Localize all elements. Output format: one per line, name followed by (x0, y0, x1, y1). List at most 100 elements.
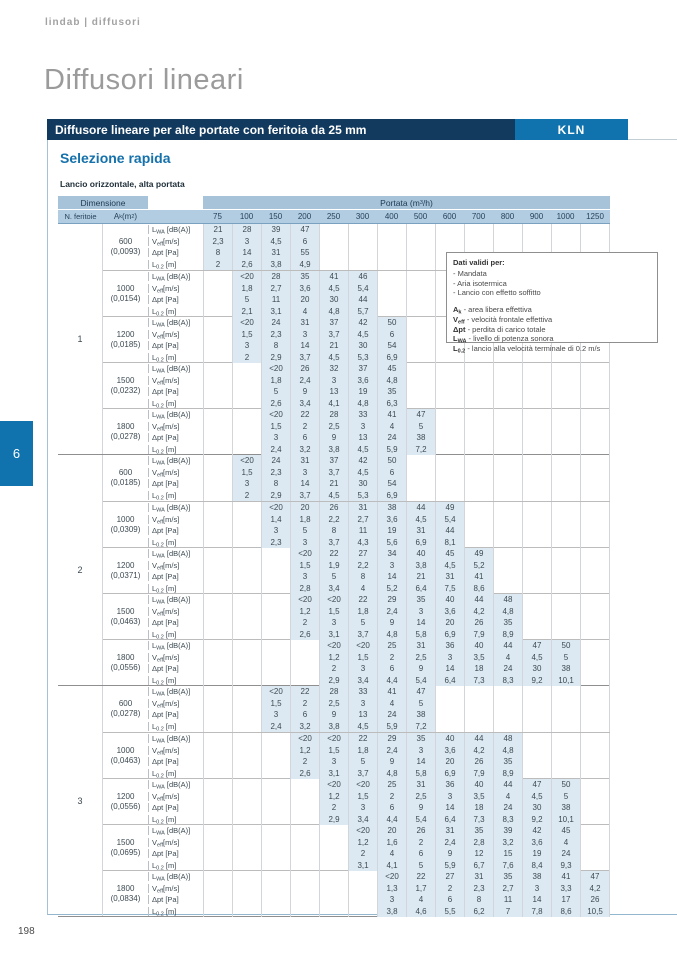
table-cell: 6 (290, 709, 319, 721)
table-cell: <20 (232, 271, 261, 283)
feritoie-group: 1 600 (0,0093) LWA [dB(A)] 21 28 39 47 Veff[m/s]… (58, 224, 610, 455)
table-cell (203, 305, 232, 317)
table-cell: 4 (406, 894, 435, 906)
table-cell: 14 (435, 802, 464, 814)
info-box-conditions: - Mandata - Aria isotermica - Lancio con e… (453, 269, 651, 298)
table-cell (464, 720, 493, 732)
table-cell: 6,9 (435, 628, 464, 640)
table-cell (203, 548, 232, 560)
table-cell: 4 (348, 582, 377, 594)
dimension-block: 1500 (0,0695) LWA [dB(A)] <20 20 26 31 35 39 42 45… (103, 824, 610, 871)
table-cell (464, 351, 493, 363)
table-cell (232, 720, 261, 732)
row-label: Veff[m/s] (148, 652, 203, 662)
dimension-cell: 1800 (0,0556) (103, 640, 148, 685)
table-cell: 22 (406, 871, 435, 883)
table-cell: 21 (406, 571, 435, 583)
table-cell (232, 397, 261, 409)
table-cell: 14 (406, 617, 435, 629)
table-cell (464, 709, 493, 721)
table-cell: 7,5 (435, 582, 464, 594)
table-cell: 1,8 (290, 513, 319, 525)
table-cell (493, 466, 522, 478)
table-row: L0.2 [m] 2,6 3,1 3,7 4,8 5,8 6,9 7,9 8,9 (148, 767, 610, 779)
table-cell: 29 (377, 733, 406, 745)
info-box-legend: Ak - area libera effettiva Veff - velocit… (453, 305, 651, 354)
table-cell (261, 871, 290, 883)
table-cell (348, 258, 377, 270)
table-cell (464, 374, 493, 386)
table-cell: 44 (464, 594, 493, 606)
table-cell: 4,6 (406, 905, 435, 917)
table-cell: 38 (522, 871, 551, 883)
table-cell: 4 (290, 305, 319, 317)
row-label: LWA [dB(A)] (148, 456, 203, 466)
table-cell (435, 235, 464, 247)
table-cell: 4,4 (377, 813, 406, 825)
legend-symbol: L0.2 (453, 344, 466, 355)
table-cell: <20 (232, 317, 261, 329)
table-cell (522, 686, 551, 698)
dimension-value: 600 (118, 699, 133, 708)
table-cell (580, 525, 610, 537)
table-cell (522, 363, 551, 375)
table-cell (232, 802, 261, 814)
table-cell: 9 (406, 802, 435, 814)
table-cell: 37 (348, 363, 377, 375)
table-cell (377, 258, 406, 270)
row-label: Veff[m/s] (148, 698, 203, 708)
dimension-value: 600 (118, 468, 133, 477)
dimension-block: 1000 (0,0309) LWA [dB(A)] <20 20 26 31 38 44 49 Ve… (103, 501, 610, 548)
table-cell (551, 571, 580, 583)
table-cell (232, 628, 261, 640)
dimension-rows: LWA [dB(A)] <20 <20 25 31 36 40 44 47 50 Veff[m/s]… (148, 779, 610, 825)
flow-column-header: 150 (268, 212, 283, 221)
table-cell: 28 (319, 409, 348, 421)
dimension-value: 1800 (116, 883, 135, 893)
table-cell: 2,6 (290, 628, 319, 640)
dimension-block: 1800 (0,0278) LWA [dB(A)] <20 22 28 33 41 47 Veff… (103, 408, 610, 455)
table-cell: 5 (348, 756, 377, 768)
table-row: LWA [dB(A)] 21 28 39 47 (148, 224, 610, 236)
table-cell: 47 (522, 779, 551, 791)
table-cell (203, 756, 232, 768)
table-cell: 1,5 (319, 605, 348, 617)
table-row: Δpt [Pa] 2 4 6 9 12 15 19 24 (148, 848, 610, 860)
table-cell (406, 282, 435, 294)
row-label: LWA [dB(A)] (148, 503, 203, 513)
table-cell: 4,8 (493, 744, 522, 756)
table-cell (203, 802, 232, 814)
chapter-tab: 6 (0, 421, 33, 486)
table-cell (522, 709, 551, 721)
table-row: LWA [dB(A)] <20 22 28 33 41 47 (148, 409, 610, 421)
table-cell (493, 374, 522, 386)
table-cell (580, 756, 610, 768)
table-cell: 4,9 (290, 258, 319, 270)
table-cell (232, 813, 261, 825)
dimension-rows: LWA [dB(A)] <20 <20 22 29 35 40 44 48 Veff[m/s] 1,… (148, 594, 610, 640)
table-cell (493, 455, 522, 467)
table-cell (493, 709, 522, 721)
table-cell: 1,5 (261, 420, 290, 432)
table-cell: 2,7 (348, 513, 377, 525)
table-cell (551, 686, 580, 698)
table-cell (580, 502, 610, 514)
table-cell (290, 848, 319, 860)
table-cell: 40 (406, 548, 435, 560)
table-row: L0.2 [m] 3,8 4,6 5,5 6,2 7 7,8 8,6 10,5 (148, 905, 610, 917)
table-cell (232, 894, 261, 906)
table-cell (522, 767, 551, 779)
table-cell (522, 756, 551, 768)
table-cell: 5,3 (348, 351, 377, 363)
table-cell: 30 (348, 478, 377, 490)
row-label: LWA [dB(A)] (148, 687, 203, 697)
table-cell: 2,7 (493, 882, 522, 894)
dimension-cell: 1200 (0,0556) (103, 779, 148, 824)
table-cell (493, 478, 522, 490)
table-cell: 27 (435, 871, 464, 883)
table-row: Δpt [Pa] 5 9 13 19 35 (148, 386, 610, 398)
row-label: Veff[m/s] (148, 283, 203, 293)
row-label: LWA [dB(A)] (148, 549, 203, 559)
